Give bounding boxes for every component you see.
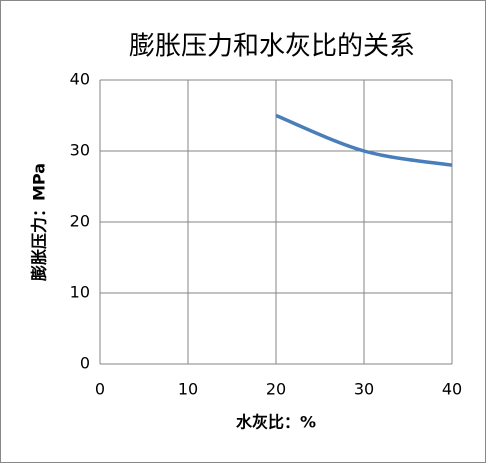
y-tick-label: 20 bbox=[70, 212, 90, 231]
x-tick-label: 0 bbox=[95, 380, 105, 399]
x-tick-label: 10 bbox=[178, 380, 198, 399]
x-tick-label: 20 bbox=[266, 380, 286, 399]
y-tick-label: 10 bbox=[70, 283, 90, 302]
y-tick-label: 40 bbox=[70, 70, 90, 89]
y-axis-label: 膨胀压力：MPa bbox=[30, 163, 49, 281]
y-tick-label: 0 bbox=[80, 354, 90, 373]
x-tick-label: 40 bbox=[442, 380, 462, 399]
chart-title: 膨胀压力和水灰比的关系 bbox=[129, 32, 415, 62]
x-tick-label: 30 bbox=[354, 380, 374, 399]
line bbox=[275, 113, 453, 167]
x-axis-label: 水灰比：% bbox=[236, 413, 316, 432]
y-tick-label: 30 bbox=[70, 141, 90, 160]
